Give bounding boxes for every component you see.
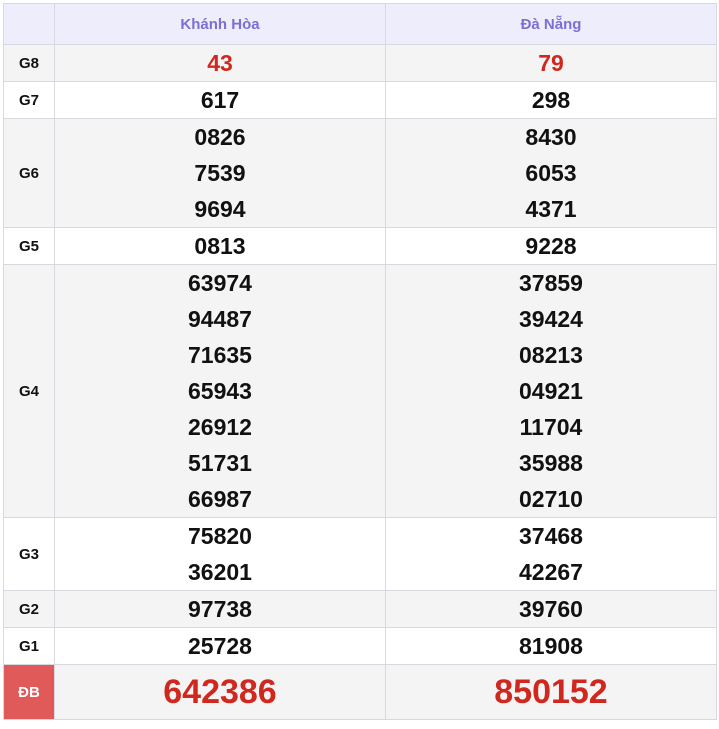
- prize-label: G2: [3, 590, 55, 628]
- prize-number: 79: [538, 50, 564, 76]
- province-header: Đà Nẵng: [385, 3, 717, 45]
- province-header: Khánh Hòa: [54, 3, 386, 45]
- prize-numbers-cell: 97738: [54, 590, 386, 628]
- prize-number: 25728: [188, 633, 252, 659]
- prize-label: G6: [3, 118, 55, 228]
- prize-numbers-cell: 642386: [54, 664, 386, 720]
- prize-numbers-cell: 298: [385, 81, 717, 119]
- prize-number: 6053: [525, 160, 577, 186]
- prize-row: G8 43 79: [3, 44, 717, 82]
- prize-number: 37859: [519, 270, 583, 296]
- prize-numbers-cell: 9228: [385, 227, 717, 265]
- prize-number: 63974: [188, 270, 252, 296]
- prize-number: 75820: [188, 523, 252, 549]
- prize-number: 65943: [188, 378, 252, 404]
- prize-number: 8430: [525, 124, 577, 150]
- corner-cell: [3, 3, 55, 45]
- prize-numbers-cell: 37859 39424 08213 04921 11704 35988 02710: [385, 264, 717, 518]
- prize-label: ĐB: [3, 664, 55, 720]
- prize-number: 39760: [519, 596, 583, 622]
- prize-number: 43: [207, 50, 233, 76]
- prize-number: 11704: [519, 414, 583, 440]
- prize-row: G3 75820 36201 37468 42267: [3, 517, 717, 591]
- lottery-results-table: Khánh Hòa Đà Nẵng G8 43 79 G7 617 298 G6 0826 75…: [3, 3, 717, 720]
- prize-row: G2 97738 39760: [3, 590, 717, 628]
- prize-label: G7: [3, 81, 55, 119]
- prize-number: 66987: [188, 486, 252, 512]
- prize-numbers-cell: 25728: [54, 627, 386, 665]
- prize-label: G4: [3, 264, 55, 518]
- prize-number: 9694: [194, 196, 246, 222]
- prize-row: G1 25728 81908: [3, 627, 717, 665]
- prize-numbers-cell: 43: [54, 44, 386, 82]
- prize-number: 850152: [494, 673, 608, 711]
- prize-number: 617: [200, 87, 240, 113]
- prize-number: 71635: [188, 342, 252, 368]
- prize-number: 51731: [188, 450, 252, 476]
- prize-numbers-cell: 81908: [385, 627, 717, 665]
- header-row: Khánh Hòa Đà Nẵng: [3, 3, 717, 45]
- prize-number: 02710: [519, 486, 583, 512]
- prize-numbers-cell: 75820 36201: [54, 517, 386, 591]
- prize-number: 36201: [188, 559, 252, 585]
- prize-label: G5: [3, 227, 55, 265]
- prize-row: G5 0813 9228: [3, 227, 717, 265]
- prize-number: 4371: [525, 196, 577, 222]
- prize-label: G3: [3, 517, 55, 591]
- prize-number: 81908: [519, 633, 583, 659]
- prize-number: 26912: [188, 414, 252, 440]
- prize-numbers-cell: 8430 6053 4371: [385, 118, 717, 228]
- prize-number: 7539: [194, 160, 246, 186]
- prize-numbers-cell: 0813: [54, 227, 386, 265]
- prize-number: 9228: [525, 233, 577, 259]
- prize-number: 0813: [194, 233, 246, 259]
- prize-numbers-cell: 37468 42267: [385, 517, 717, 591]
- prize-numbers-cell: 0826 7539 9694: [54, 118, 386, 228]
- prize-label: G1: [3, 627, 55, 665]
- prize-numbers-cell: 79: [385, 44, 717, 82]
- prize-number: 37468: [519, 523, 583, 549]
- prize-numbers-cell: 617: [54, 81, 386, 119]
- prize-number: 0826: [194, 124, 246, 150]
- prize-numbers-cell: 63974 94487 71635 65943 26912 51731 66987: [54, 264, 386, 518]
- prize-number: 35988: [519, 450, 583, 476]
- prize-number: 298: [531, 87, 571, 113]
- prize-number: 97738: [188, 596, 252, 622]
- prize-label: G8: [3, 44, 55, 82]
- prize-number: 08213: [519, 342, 583, 368]
- prize-number: 94487: [188, 306, 252, 332]
- prize-number: 39424: [519, 306, 583, 332]
- prize-numbers-cell: 39760: [385, 590, 717, 628]
- prize-number: 04921: [519, 378, 583, 404]
- prize-row: G4 63974 94487 71635 65943 26912 51731 66987 378…: [3, 264, 717, 518]
- prize-number: 642386: [163, 673, 277, 711]
- prize-number: 42267: [519, 559, 583, 585]
- prize-numbers-cell: 850152: [385, 664, 717, 720]
- prize-row: ĐB 642386 850152: [3, 664, 717, 720]
- prize-row: G6 0826 7539 9694 8430 6053 4371: [3, 118, 717, 228]
- prize-row: G7 617 298: [3, 81, 717, 119]
